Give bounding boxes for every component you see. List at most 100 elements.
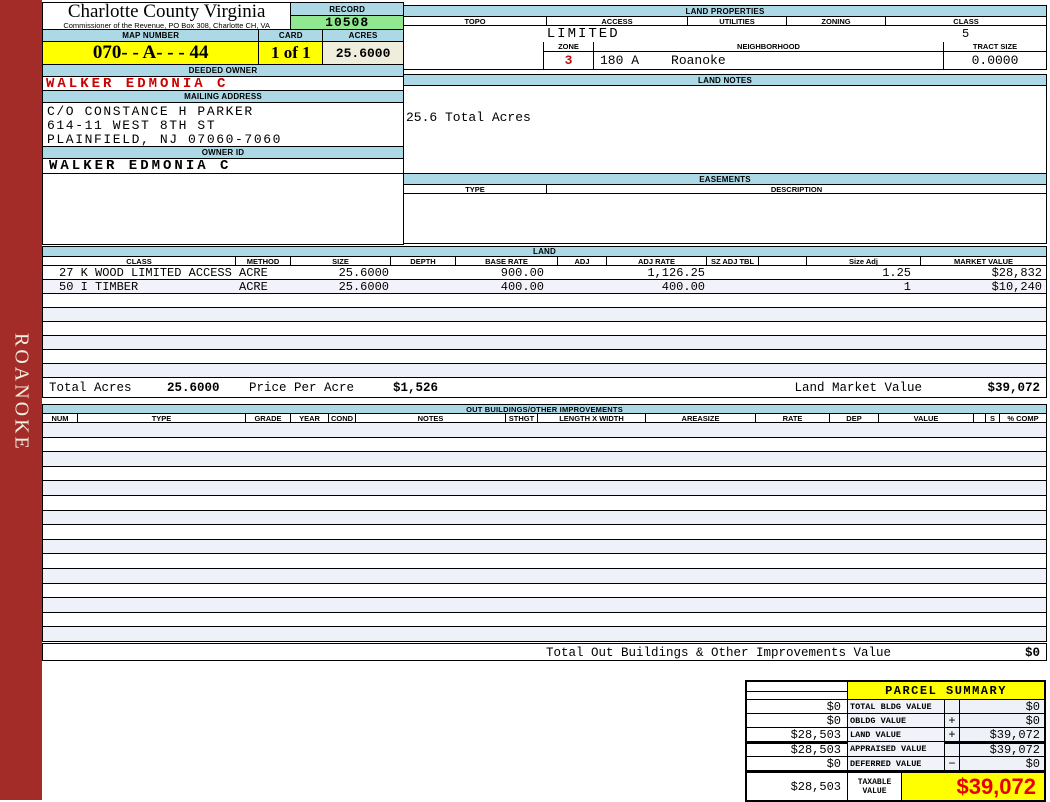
mailing-line-3: PLAINFIELD, NJ 07060-7060 xyxy=(47,132,283,147)
summary-left-value: $0 xyxy=(747,757,848,771)
summary-label: DEFERRED VALUE xyxy=(848,757,945,771)
neighborhood-name: Roanoke xyxy=(671,53,726,68)
summary-right-value: $39,072 xyxy=(960,728,1044,742)
map-number-value: 070- - A- - - 44 xyxy=(43,42,260,65)
summary-label: APPRAISED VALUE xyxy=(848,742,945,757)
utilities-label: UTILITIES xyxy=(688,17,787,26)
land-totals-row: Total Acres 25.6000 Price Per Acre $1,52… xyxy=(43,378,1047,398)
county-header: Charlotte County Virginia Commissioner o… xyxy=(43,3,292,30)
empty-row xyxy=(43,364,1047,378)
commissioner-line: Commissioner of the Revenue, PO Box 308,… xyxy=(63,20,270,30)
ob-hdr-rate: RATE xyxy=(756,414,830,423)
empty-row xyxy=(43,322,1047,336)
easement-description-label: DESCRIPTION xyxy=(547,185,1047,194)
taxable-label: TAXABLE VALUE xyxy=(848,771,902,800)
ob-hdr-areasize: AREASIZE xyxy=(646,414,756,423)
summary-op xyxy=(945,700,960,714)
owner-id-label: OWNER ID xyxy=(43,147,404,159)
land-hdr-adj: ADJ xyxy=(558,257,607,266)
land-row: 50 I TIMBER ACRE 25.6000 400.00 400.00 1… xyxy=(43,280,1047,294)
land-hdr-adj-rate: ADJ RATE xyxy=(607,257,707,266)
empty-row xyxy=(43,510,1047,526)
ob-hdr-year: YEAR xyxy=(291,414,329,423)
empty-row xyxy=(43,336,1047,350)
county-title: Charlotte County Virginia xyxy=(67,3,266,22)
land-hdr-class: CLASS xyxy=(43,257,236,266)
mailing-address-block: C/O CONSTANCE H PARKER 614-11 WEST 8TH S… xyxy=(43,103,404,147)
land-hdr-sz-adj-tbl: SZ ADJ TBL xyxy=(707,257,759,266)
outbuildings-total-row: Total Out Buildings & Other Improvements… xyxy=(42,643,1047,661)
neighborhood-code: 180 A xyxy=(600,53,640,68)
ob-hdr-type: TYPE xyxy=(78,414,246,423)
taxable-value: $39,072 xyxy=(902,771,1044,800)
empty-row xyxy=(43,466,1047,482)
taxable-left-value: $28,503 xyxy=(747,771,848,800)
ob-hdr-num: NUM xyxy=(43,414,78,423)
owner-panel-empty-box xyxy=(43,174,404,245)
parcel-summary-title: PARCEL SUMMARY xyxy=(848,682,1044,700)
zone-left-spacer xyxy=(404,42,544,70)
ob-hdr-grade: GRADE xyxy=(246,414,291,423)
summary-op: + xyxy=(945,728,960,742)
neighborhood-label: NEIGHBORHOOD xyxy=(594,42,944,52)
empty-row xyxy=(43,568,1047,584)
acres-value: 25.6000 xyxy=(323,42,404,65)
empty-row xyxy=(43,583,1047,599)
empty-row xyxy=(43,423,1047,438)
ob-hdr-notes: NOTES xyxy=(356,414,506,423)
land-row: 27 K WOOD LIMITED ACCESS ACRE 25.6000 90… xyxy=(43,266,1047,280)
land-hdr-depth: DEPTH xyxy=(391,257,456,266)
land-properties-title: LAND PROPERTIES xyxy=(404,6,1047,17)
zone-label: ZONE xyxy=(544,42,594,52)
empty-row xyxy=(43,554,1047,569)
empty-row xyxy=(43,525,1047,540)
ob-hdr-dep: DEP xyxy=(830,414,879,423)
zoning-label: ZONING xyxy=(787,17,886,26)
summary-left-value: $0 xyxy=(747,714,848,728)
land-hdr-market-value: MARKET VALUE xyxy=(921,257,1047,266)
owner-id-value: WALKER EDMONIA C xyxy=(43,159,404,174)
land-hdr-blank xyxy=(759,257,807,266)
summary-right-value: $0 xyxy=(960,700,1044,714)
summary-left-value: $28,503 xyxy=(747,742,848,757)
class-value: 5 xyxy=(962,27,970,41)
empty-row xyxy=(43,481,1047,496)
total-acres-value: 25.6000 xyxy=(167,381,220,395)
summary-right-value: $0 xyxy=(960,714,1044,728)
ob-hdr-s: S xyxy=(986,414,1000,423)
outbuildings-total-value: $0 xyxy=(1024,646,1040,660)
owner-panel: Charlotte County Virginia Commissioner o… xyxy=(42,2,404,245)
total-acres-label: Total Acres xyxy=(49,381,132,395)
summary-op xyxy=(945,742,960,757)
summary-right-value: $39,072 xyxy=(960,742,1044,757)
topo-label: TOPO xyxy=(404,17,547,26)
empty-row xyxy=(43,350,1047,364)
empty-row xyxy=(43,495,1047,511)
summary-left-value: $0 xyxy=(747,700,848,714)
empty-row xyxy=(43,612,1047,628)
tract-size-value: 0.0000 xyxy=(944,52,1047,70)
class-label: CLASS xyxy=(886,17,1047,26)
record-value: 10508 xyxy=(291,16,404,30)
empty-row xyxy=(43,539,1047,555)
card-value: 1 of 1 xyxy=(259,42,324,65)
ob-hdr-value: VALUE xyxy=(879,414,974,423)
ob-hdr-blank xyxy=(974,414,986,423)
price-per-acre-label: Price Per Acre xyxy=(249,381,355,395)
empty-row xyxy=(43,598,1047,613)
summary-header-spacer xyxy=(747,682,847,692)
land-hdr-size-adj: Size Adj xyxy=(807,257,921,266)
mailing-address-label: MAILING ADDRESS xyxy=(43,91,404,103)
land-section: LAND CLASS METHOD SIZE DEPTH BASE RATE A… xyxy=(42,246,1047,398)
land-notes-title: LAND NOTES xyxy=(404,75,1047,86)
ob-hdr-pct-comp: % COMP xyxy=(1000,414,1047,423)
empty-row xyxy=(43,437,1047,453)
empty-row xyxy=(43,452,1047,467)
deeded-owner-value: WALKER EDMONIA C xyxy=(43,77,404,91)
summary-op: + xyxy=(945,714,960,728)
summary-label: TOTAL BLDG VALUE xyxy=(848,700,945,714)
mailing-line-1: C/O CONSTANCE H PARKER xyxy=(47,104,254,119)
mailing-line-2: 614-11 WEST 8TH ST xyxy=(47,118,217,133)
zone-value: 3 xyxy=(544,52,594,70)
parcel-summary: PARCEL SUMMARY $0 TOTAL BLDG VALUE $0 $0… xyxy=(745,680,1046,802)
